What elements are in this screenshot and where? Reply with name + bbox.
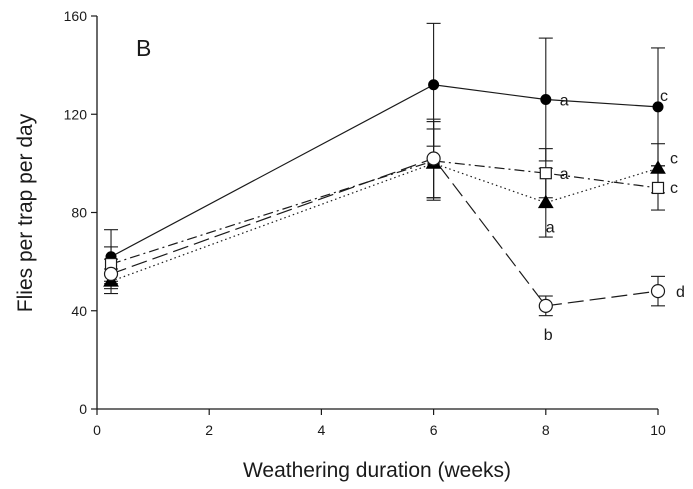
y-tick-label: 40 bbox=[71, 303, 87, 319]
error-bars bbox=[104, 22, 665, 317]
significance-label: c bbox=[670, 180, 678, 197]
filled-circle-marker bbox=[428, 79, 440, 91]
open-square-marker bbox=[539, 167, 552, 180]
y-tick-label: 120 bbox=[64, 106, 88, 122]
series-line-3 bbox=[110, 162, 659, 282]
filled-triangle-marker bbox=[650, 160, 666, 174]
significance-label: c bbox=[670, 150, 678, 167]
series-line-2 bbox=[110, 160, 659, 265]
x-tick-label: 6 bbox=[430, 422, 438, 438]
open-circle-marker bbox=[103, 266, 119, 282]
x-axis-title: Weathering duration (weeks) bbox=[243, 459, 511, 482]
x-tick-label: 8 bbox=[542, 422, 550, 438]
filled-circle-marker bbox=[540, 94, 552, 106]
open-circle-marker bbox=[538, 298, 553, 313]
series-lines bbox=[110, 84, 659, 307]
filled-triangle-marker bbox=[537, 194, 554, 209]
data-markers bbox=[103, 79, 666, 313]
x-tick-label: 4 bbox=[318, 422, 326, 438]
x-tick-label: 10 bbox=[650, 422, 666, 438]
open-square-marker bbox=[651, 181, 665, 195]
significance-labels: a c a c a c b d bbox=[544, 88, 685, 344]
filled-circle-marker bbox=[652, 101, 664, 113]
x-tick-label: 0 bbox=[93, 422, 101, 438]
series-line-4 bbox=[110, 157, 659, 307]
significance-label: a bbox=[560, 166, 569, 183]
y-tick-label: 0 bbox=[79, 401, 87, 417]
significance-label: b bbox=[544, 327, 553, 344]
y-axis-title: Flies per trap per day bbox=[14, 113, 37, 312]
significance-label: c bbox=[660, 88, 668, 105]
significance-label: d bbox=[676, 284, 685, 301]
axis-ticks: 0 2 4 6 8 10 0 40 80 120 160 bbox=[64, 8, 666, 438]
significance-label: a bbox=[560, 93, 569, 110]
open-circle-marker bbox=[650, 284, 666, 299]
open-circle-marker bbox=[426, 151, 441, 166]
y-tick-label: 80 bbox=[71, 205, 87, 221]
y-tick-label: 160 bbox=[64, 8, 88, 24]
panel-label: B bbox=[136, 35, 151, 61]
series-line-1 bbox=[110, 84, 659, 258]
x-tick-label: 2 bbox=[205, 422, 213, 438]
significance-label: a bbox=[546, 220, 555, 237]
